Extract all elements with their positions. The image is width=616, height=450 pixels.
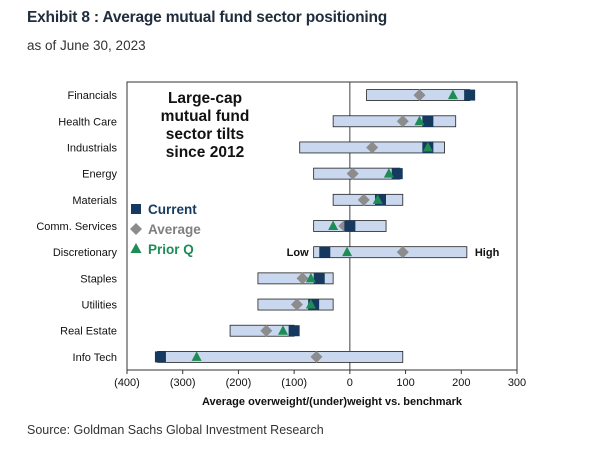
average-marker <box>357 193 370 206</box>
category-label: Health Care <box>58 116 117 128</box>
range-bar <box>257 272 334 285</box>
prior-marker <box>447 89 458 100</box>
current-marker <box>319 246 331 258</box>
x-tick-label: 0 <box>347 377 353 389</box>
current-marker <box>288 325 300 337</box>
prior-marker <box>305 272 316 283</box>
average-marker <box>396 115 409 128</box>
average-marker <box>296 272 309 285</box>
prior-marker <box>305 299 316 309</box>
average-marker <box>310 350 323 363</box>
category-label: Materials <box>72 195 117 207</box>
chart-title: Exhibit 8 : Average mutual fund sector p… <box>27 9 388 26</box>
source-note: Source: Goldman Sachs Global Investment … <box>27 423 324 437</box>
current-marker <box>422 115 434 127</box>
low-label: Low <box>287 247 309 259</box>
prior-marker <box>383 168 394 178</box>
range-bar <box>313 246 468 259</box>
plot-area: (400) (300) (200) (100) 0 100 200 300 Average ov… <box>36 81 526 408</box>
legend-current-marker <box>131 204 141 214</box>
category-label: Energy <box>82 169 117 181</box>
legend-prior-label: Prior Q <box>148 242 194 257</box>
current-marker <box>344 220 356 232</box>
chart-subtitle: as of June 30, 2023 <box>27 38 146 53</box>
x-tick-label: (100) <box>281 377 307 389</box>
average-marker <box>366 141 379 154</box>
category-label: Real Estate <box>60 326 117 338</box>
current-marker <box>154 351 166 363</box>
x-tick-label: 200 <box>452 377 470 389</box>
inset-title-line: since 2012 <box>166 144 244 161</box>
category-label: Utilities <box>82 300 118 312</box>
average-marker <box>290 298 303 311</box>
x-tick-label: 300 <box>508 377 526 389</box>
legend-average-label: Average <box>148 222 201 237</box>
prior-marker <box>342 246 353 257</box>
prior-marker <box>422 141 433 152</box>
average-marker <box>346 167 359 180</box>
inset-title-line: Large-cap <box>168 90 242 107</box>
current-marker <box>464 89 476 101</box>
category-label: Discretionary <box>53 247 118 259</box>
category-label: Financials <box>67 90 117 102</box>
category-label: Staples <box>80 273 117 285</box>
average-marker <box>413 89 426 102</box>
x-tick-label: 100 <box>396 377 414 389</box>
inset-title-line: sector tilts <box>166 126 244 143</box>
average-marker <box>396 246 409 259</box>
x-axis-label: Average overweight/(under)weight vs. ben… <box>202 396 463 408</box>
range-dot-chart: (400) (300) (200) (100) 0 100 200 300 Average ov… <box>36 81 526 408</box>
high-label: High <box>475 247 500 259</box>
legend-prior-marker <box>130 243 142 253</box>
legend-average-marker <box>130 223 142 235</box>
range-bar <box>332 115 457 128</box>
current-marker <box>313 272 325 284</box>
legend-current-label: Current <box>148 202 197 217</box>
prior-marker <box>372 194 383 204</box>
x-tick-label: (300) <box>170 377 196 389</box>
plot-frame <box>126 81 518 371</box>
category-label: Industrials <box>67 142 118 154</box>
prior-marker <box>191 351 202 361</box>
prior-marker <box>328 220 339 230</box>
prior-marker <box>414 115 425 126</box>
prior-marker <box>278 325 288 335</box>
x-tick-label: (200) <box>226 377 252 389</box>
x-tick-label: (400) <box>114 377 140 389</box>
category-label: Info Tech <box>73 352 117 364</box>
inset-title-line: mutual fund <box>161 108 250 125</box>
average-marker <box>260 324 273 337</box>
current-marker <box>391 168 403 180</box>
category-label: Comm. Services <box>36 221 117 233</box>
